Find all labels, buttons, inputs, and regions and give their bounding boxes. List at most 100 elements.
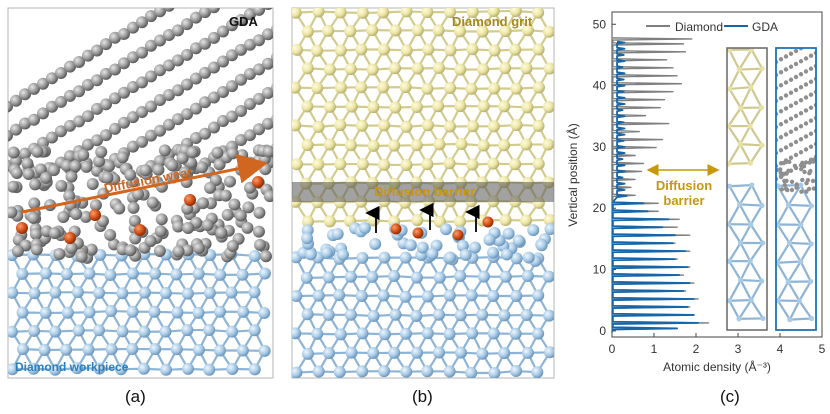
workpiece-atom <box>444 251 457 264</box>
workpiece-atom <box>727 221 732 227</box>
diffused-atom <box>89 209 101 221</box>
workpiece-atom <box>378 328 391 341</box>
workpiece-atom <box>248 249 261 262</box>
workpiece-atom <box>487 327 500 340</box>
gda-atom <box>252 225 265 238</box>
workpiece-atom <box>82 343 95 356</box>
workpiece-atom <box>510 365 523 378</box>
grit-atom <box>520 62 533 75</box>
panel-a-caption: (a) <box>125 387 146 406</box>
workpiece-atom <box>776 221 781 228</box>
workpiece-atom <box>312 365 325 378</box>
gda-atom <box>263 8 273 10</box>
bond <box>739 125 752 145</box>
gda-atom <box>172 220 185 233</box>
gda-atom <box>789 179 795 185</box>
grit-atom <box>509 158 522 171</box>
grit-atom <box>389 101 402 114</box>
gda-atom <box>118 116 130 129</box>
gda-atom <box>163 88 175 101</box>
diffused-atom <box>184 194 196 206</box>
workpiece-atom <box>476 308 489 321</box>
gda-atom <box>64 89 76 102</box>
bond <box>798 280 812 302</box>
gda-atom <box>163 8 175 12</box>
workpiece-atom <box>71 362 84 375</box>
grit-atom <box>532 43 545 56</box>
workpiece-atom <box>61 306 74 319</box>
gda-atom <box>253 123 265 136</box>
gda-atom <box>10 94 22 107</box>
workpiece-atom <box>105 343 118 356</box>
gda-atom <box>793 61 799 67</box>
grit-atom <box>759 142 765 148</box>
bond <box>739 143 752 164</box>
workpiece-atom <box>759 278 765 284</box>
bond <box>789 317 812 321</box>
gda-atom <box>788 77 794 82</box>
gda-atom <box>808 53 814 58</box>
grit-atom <box>509 8 522 18</box>
bond <box>727 107 742 127</box>
workpiece-atom <box>748 297 754 303</box>
grit-atom <box>444 44 457 57</box>
workpiece-atom <box>796 298 802 304</box>
grit-atom <box>378 43 391 56</box>
bond <box>750 184 763 207</box>
gda-atom <box>109 122 121 135</box>
gda-atom <box>803 134 809 139</box>
gda-atom <box>77 149 90 162</box>
gda-atom <box>47 164 60 177</box>
bond <box>214 8 216 9</box>
gda-atom <box>235 13 247 26</box>
grit-atom <box>510 119 523 132</box>
bond <box>739 279 753 301</box>
diffused-atom <box>134 224 146 236</box>
gda-atom <box>145 39 157 52</box>
gda-atom <box>8 206 18 219</box>
gda-atom <box>103 160 116 173</box>
gda-atom <box>793 113 799 119</box>
gda-atom <box>244 38 256 51</box>
gda-atom <box>163 29 175 42</box>
gda-atom <box>804 180 809 186</box>
diffused-atom <box>390 223 402 235</box>
grit-atom <box>727 86 733 92</box>
y-tick-label: 30 <box>593 140 607 154</box>
bond <box>776 223 791 244</box>
bond <box>788 300 801 321</box>
gda-atom <box>154 34 166 47</box>
grit-atom <box>311 44 324 57</box>
workpiece-atom <box>476 347 489 360</box>
gda-atom <box>778 167 783 172</box>
workpiece-atom <box>49 363 62 376</box>
bond <box>749 125 763 146</box>
bond <box>729 183 752 188</box>
workpiece-atom <box>443 365 456 378</box>
gda-atom <box>810 178 816 184</box>
gda-atom <box>55 66 67 79</box>
bond <box>749 242 764 262</box>
barrier-annotation-line2: barrier <box>663 193 704 208</box>
gda-atom <box>262 57 273 70</box>
gda-atom <box>186 146 199 159</box>
workpiece-atom <box>203 363 216 376</box>
gda-atom <box>808 131 814 136</box>
gda-atom <box>788 90 794 95</box>
workpiece-atom <box>83 306 96 319</box>
gda-atom <box>109 92 121 105</box>
grit-atom <box>520 138 533 151</box>
grit-atom <box>366 24 379 37</box>
gda-atom <box>196 197 209 210</box>
workpiece-atom <box>510 252 523 265</box>
gda-atom <box>82 78 94 91</box>
workpiece-atom <box>749 182 755 188</box>
gda-atom <box>253 238 266 251</box>
bond <box>749 260 763 282</box>
workpiece-atom <box>798 182 804 188</box>
gda-atom <box>808 79 814 84</box>
grit-atom <box>355 43 368 56</box>
workpiece-atom <box>170 268 183 281</box>
grit-atom <box>344 139 357 152</box>
